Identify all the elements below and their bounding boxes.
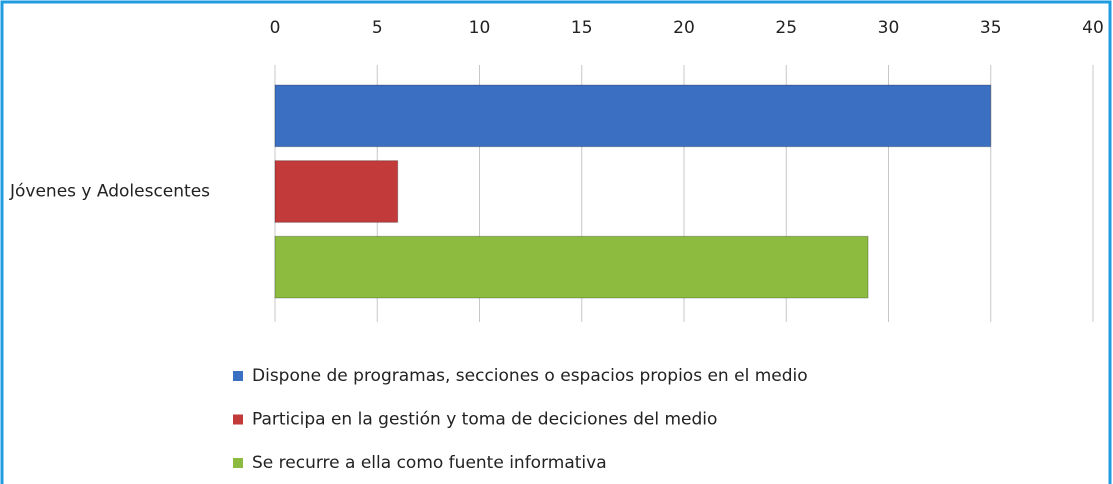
legend-swatch bbox=[233, 414, 243, 425]
y-tick-label: Jóvenes y Adolescentes bbox=[9, 182, 210, 202]
x-tick-label: 35 bbox=[980, 18, 1002, 38]
legend-swatch bbox=[233, 458, 243, 468]
x-tick-label: 25 bbox=[775, 18, 797, 38]
legend-swatch bbox=[233, 371, 243, 381]
x-tick-label: 20 bbox=[673, 18, 695, 38]
legend-label: Participa en la gestión y toma de decici… bbox=[252, 410, 717, 430]
bar bbox=[274, 84, 992, 148]
x-tick-label: 15 bbox=[571, 18, 593, 38]
bar bbox=[274, 160, 399, 223]
x-tick-label: 5 bbox=[372, 18, 383, 38]
legend-label: Se recurre a ella como fuente informativ… bbox=[252, 453, 607, 473]
legend-label: Dispone de programas, secciones o espaci… bbox=[252, 366, 808, 386]
x-tick-label: 40 bbox=[1082, 18, 1104, 38]
x-tick-label: 0 bbox=[270, 18, 281, 38]
x-tick-label: 10 bbox=[469, 18, 491, 38]
bar bbox=[274, 235, 869, 299]
x-tick-label: 30 bbox=[878, 18, 900, 38]
